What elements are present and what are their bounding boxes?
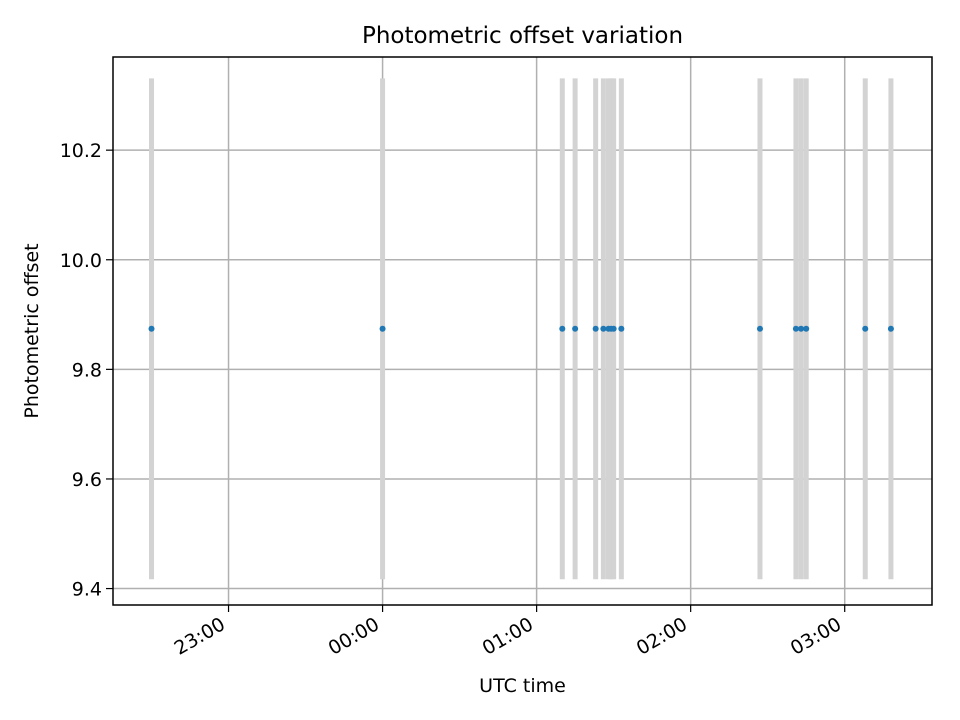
y-tick-label: 9.4 <box>72 579 102 601</box>
chart-title: Photometric offset variation <box>362 23 683 49</box>
x-axis-label: UTC time <box>479 675 566 697</box>
data-point <box>610 325 617 332</box>
point-layer <box>148 325 894 332</box>
data-point <box>379 325 386 332</box>
data-point <box>559 325 566 332</box>
data-point <box>592 325 599 332</box>
data-point <box>792 325 799 332</box>
data-point <box>148 325 155 332</box>
y-tick-label: 10.0 <box>60 250 102 272</box>
y-tick-label: 9.8 <box>72 359 102 381</box>
data-point <box>803 325 810 332</box>
plot-frame <box>112 56 933 606</box>
data-point <box>862 325 869 332</box>
data-point <box>618 325 625 332</box>
data-point <box>572 325 579 332</box>
data-point <box>798 325 805 332</box>
y-tick-label: 10.2 <box>60 140 102 162</box>
data-point <box>600 325 607 332</box>
y-axis-label: Photometric offset <box>21 243 43 418</box>
data-point <box>756 325 763 332</box>
y-tick-label: 9.6 <box>72 469 102 491</box>
data-point <box>887 325 894 332</box>
